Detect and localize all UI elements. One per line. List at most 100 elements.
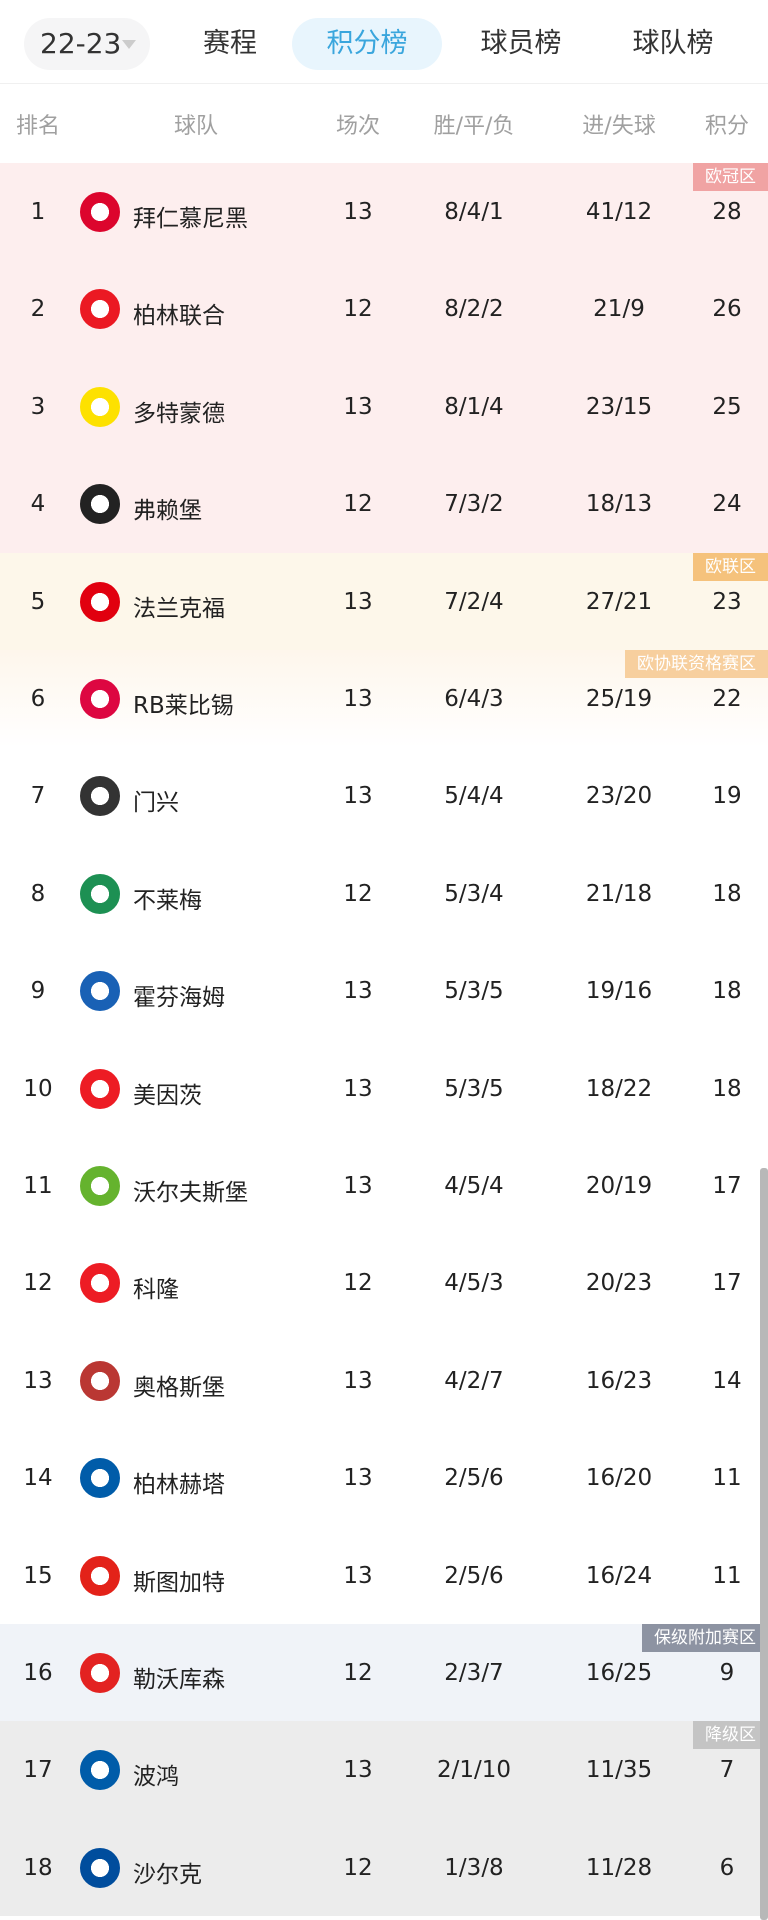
table-row[interactable]: 10 13 5/3/5 18/22 18 美因茨 (0, 1040, 768, 1137)
cell-played: 13 (343, 1757, 373, 1784)
team-name[interactable]: 沙尔克 (133, 1861, 202, 1888)
cell-points: 25 (712, 393, 742, 420)
table-row[interactable]: 5 13 7/2/4 27/21 23 法兰克福 欧联区 (0, 552, 768, 650)
table-header: 排名 球队 场次 胜/平/负 进/失球 积分 (0, 84, 768, 163)
table-row[interactable]: 13 13 4/2/7 16/23 14 奥格斯堡 (0, 1332, 768, 1429)
cell-rank: 7 (30, 783, 46, 810)
cell-rank: 3 (30, 393, 46, 420)
team-name[interactable]: 门兴 (133, 790, 179, 817)
table-row[interactable]: 7 13 5/4/4 23/20 19 门兴 (0, 747, 768, 844)
header-goals: 进/失球 (582, 114, 656, 139)
team-name[interactable]: 斯图加特 (133, 1569, 225, 1596)
table-row[interactable]: 4 12 7/3/2 18/13 24 弗赖堡 (0, 455, 768, 553)
cell-goals: 11/35 (585, 1757, 653, 1784)
cell-rank: 6 (30, 686, 46, 712)
mainz-logo-icon (80, 1068, 120, 1109)
tab-teams[interactable]: 球队榜 (632, 28, 714, 59)
team-name[interactable]: 波鸿 (133, 1764, 179, 1791)
cell-points: 6 (719, 1854, 735, 1881)
team-name[interactable]: RB莱比锡 (133, 693, 234, 719)
cell-wdl: 5/4/4 (444, 783, 504, 810)
team-name[interactable]: 法兰克福 (133, 595, 225, 622)
team-name[interactable]: 勒沃库森 (133, 1667, 225, 1693)
frankfurt-logo-icon (80, 581, 120, 622)
table-row[interactable]: 9 13 5/3/5 19/16 18 霍芬海姆 (0, 942, 768, 1039)
team-name[interactable]: 霍芬海姆 (133, 985, 225, 1012)
cell-wdl: 2/5/6 (444, 1465, 504, 1492)
table-row[interactable]: 1 13 8/4/1 41/12 28 拜仁慕尼黑 欧冠区 (0, 163, 768, 261)
season-selector[interactable]: 22-23 (24, 18, 150, 70)
team-name[interactable]: 美因茨 (133, 1082, 202, 1109)
leverkusen-logo-icon (80, 1653, 120, 1693)
header-rank: 排名 (15, 114, 61, 139)
table-row[interactable]: 17 13 2/1/10 11/35 7 波鸿 降级区 (0, 1721, 768, 1819)
cell-goals: 21/9 (593, 296, 645, 323)
team-name[interactable]: 拜仁慕尼黑 (133, 206, 248, 232)
cell-wdl: 6/4/3 (444, 686, 504, 712)
tab-players[interactable]: 球员榜 (480, 28, 562, 59)
cell-played: 12 (343, 1660, 373, 1686)
table-row[interactable]: 11 13 4/5/4 20/19 17 沃尔夫斯堡 (0, 1137, 768, 1234)
cell-played: 12 (343, 1270, 373, 1297)
table-row[interactable]: 8 12 5/3/4 21/18 18 不莱梅 (0, 845, 768, 942)
table-row[interactable]: 16 12 2/3/7 16/25 9 勒沃库森 保级附加赛区 (0, 1624, 768, 1722)
top-bar: 22-23 赛程 积分榜 球员榜 球队榜 (0, 0, 768, 84)
cell-points: 19 (712, 783, 742, 810)
tab-standings[interactable]: 积分榜 (292, 18, 442, 70)
team-name[interactable]: 沃尔夫斯堡 (133, 1180, 248, 1206)
koln-logo-icon (80, 1263, 120, 1304)
team-name[interactable]: 柏林联合 (133, 303, 225, 330)
cell-rank: 8 (30, 880, 46, 907)
cell-played: 13 (343, 783, 373, 810)
augsburg-logo-icon (80, 1360, 120, 1401)
cell-wdl: 4/2/7 (444, 1367, 504, 1394)
team-name[interactable]: 不莱梅 (133, 887, 202, 914)
cell-played: 12 (343, 491, 373, 518)
cell-goals: 27/21 (585, 588, 653, 615)
cell-wdl: 4/5/4 (444, 1173, 504, 1199)
cell-rank: 12 (23, 1270, 53, 1297)
cell-rank: 14 (23, 1465, 53, 1492)
cell-played: 13 (343, 1367, 373, 1394)
caret-down-icon (122, 40, 136, 49)
cell-rank: 10 (23, 1075, 53, 1102)
team-name[interactable]: 柏林赫塔 (133, 1472, 225, 1499)
cell-goals: 41/12 (585, 199, 653, 225)
cell-rank: 5 (30, 588, 46, 615)
wolfsburg-logo-icon (80, 1166, 120, 1206)
team-name[interactable]: 多特蒙德 (133, 400, 225, 427)
table-row[interactable]: 12 12 4/5/3 20/23 17 科隆 (0, 1234, 768, 1331)
cell-wdl: 5/3/5 (444, 1075, 504, 1102)
table-row[interactable]: 14 13 2/5/6 16/20 11 柏林赫塔 (0, 1429, 768, 1526)
table-row[interactable]: 18 12 1/3/8 11/28 6 沙尔克 (0, 1818, 768, 1917)
team-name[interactable]: 弗赖堡 (133, 498, 202, 525)
cell-points: 26 (712, 296, 742, 323)
cell-wdl: 2/5/6 (444, 1562, 504, 1589)
cell-wdl: 5/3/5 (444, 978, 504, 1005)
cell-played: 13 (343, 1173, 373, 1199)
cell-points: 28 (712, 199, 742, 225)
zone-badge: 保级附加赛区 (642, 1624, 768, 1652)
table-row[interactable]: 15 13 2/5/6 16/24 11 斯图加特 (0, 1527, 768, 1624)
cell-goals: 11/28 (585, 1854, 653, 1881)
cell-wdl: 8/4/1 (444, 199, 504, 225)
cell-played: 13 (343, 978, 373, 1005)
table-row[interactable]: 6 13 6/4/3 25/19 22 RB莱比锡 欧协联资格赛区 (0, 650, 768, 748)
bochum-logo-icon (80, 1750, 120, 1791)
scrollbar[interactable] (760, 1168, 768, 1920)
cell-goals: 23/15 (585, 393, 653, 420)
cell-played: 13 (343, 1075, 373, 1102)
cell-points: 9 (719, 1660, 735, 1686)
cell-played: 13 (343, 1465, 373, 1492)
cell-points: 23 (712, 588, 742, 615)
cell-goals: 18/22 (585, 1075, 653, 1102)
tab-schedule[interactable]: 赛程 (203, 28, 257, 59)
union-berlin-logo-icon (80, 289, 120, 330)
team-name[interactable]: 科隆 (133, 1277, 179, 1304)
team-name[interactable]: 奥格斯堡 (133, 1374, 225, 1401)
cell-played: 12 (343, 1854, 373, 1881)
cell-rank: 17 (23, 1757, 53, 1784)
table-row[interactable]: 3 13 8/1/4 23/15 25 多特蒙德 (0, 357, 768, 456)
cell-wdl: 7/2/4 (444, 588, 504, 615)
table-row[interactable]: 2 12 8/2/2 21/9 26 柏林联合 (0, 260, 768, 358)
